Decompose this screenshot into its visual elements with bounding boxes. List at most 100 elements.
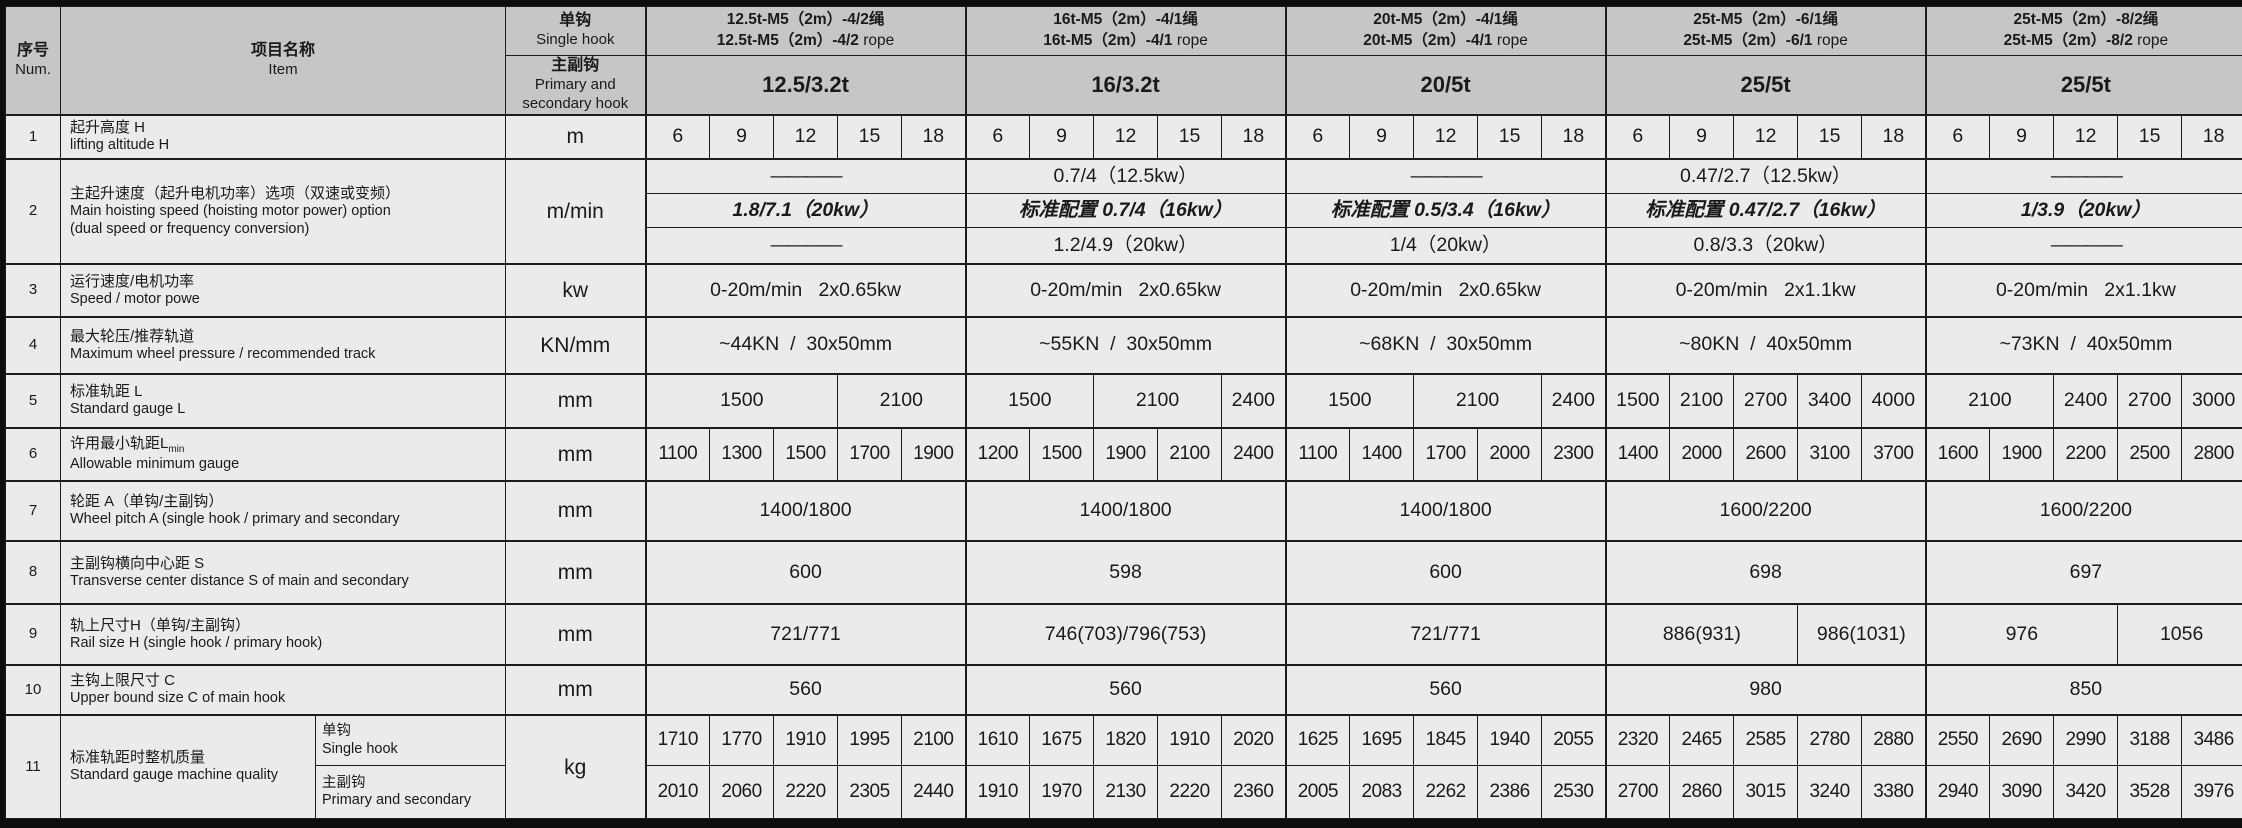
row-travel-speed: 3 运行速度/电机功率 Speed / motor powe kw 0-20m/m…: [5, 263, 2242, 318]
data-cell: 18: [1861, 113, 1927, 160]
data-cell: 3015: [1733, 765, 1799, 819]
row-number: 2: [5, 158, 61, 265]
data-cell: 2100: [1413, 372, 1543, 429]
data-cell: ~73KN / 40x50mm: [1924, 315, 2242, 375]
data-cell: 0-20m/min 2x0.65kw: [964, 263, 1287, 318]
data-cell: 2400: [1541, 372, 1607, 429]
data-cell: 6: [964, 113, 1031, 160]
data-cell: 986(1031): [1797, 603, 1927, 666]
model-header: 16t-M5（2m）-4/1绳 16t-M5（2m）-4/1 rope: [964, 6, 1287, 56]
model-header: 12.5t-M5（2m）-4/2绳 12.5t-M5（2m）-4/2 rope: [644, 6, 967, 56]
data-cell: 3090: [1989, 765, 2055, 819]
data-cell: 1.8/7.1（20kw）: [644, 193, 967, 229]
data-cell: 2600: [1733, 427, 1799, 482]
unit-label: mm: [505, 540, 647, 605]
data-cell: 2530: [1541, 765, 1607, 819]
data-cell: 1910: [1157, 714, 1223, 767]
data-cell: 2020: [1221, 714, 1287, 767]
data-cell: 12: [773, 113, 839, 160]
row-machine-weight-single: 11 标准轨距时整机质量 Standard gauge machine quali…: [5, 714, 2242, 820]
data-cell: 2010: [644, 765, 711, 819]
data-cell: 1820: [1093, 714, 1159, 767]
data-cell: 2000: [1477, 427, 1543, 482]
data-cell: 2780: [1797, 714, 1863, 767]
data-cell: 1970: [1029, 765, 1095, 819]
row-number: 9: [5, 603, 61, 666]
capacity-header: 25/5t: [1604, 54, 1927, 116]
data-cell: 721/771: [644, 603, 967, 666]
data-cell: 15: [837, 113, 903, 160]
row-minimum-gauge: 6 许用最小轨距Lmin Allowable minimum gauge mm 1…: [5, 427, 2242, 482]
model-zh: 20t-M5（2m）-4/1绳: [1373, 10, 1518, 28]
single-hook-zh: 单钩: [559, 12, 592, 30]
data-cell: 2220: [1157, 765, 1223, 819]
data-cell: 2386: [1477, 765, 1543, 819]
data-cell: 2400: [2053, 372, 2119, 429]
data-cell: 2700: [1733, 372, 1799, 429]
data-cell: 标准配置 0.5/3.4（16kw）: [1284, 193, 1607, 229]
data-cell: 980: [1604, 663, 1927, 716]
unit-label: KN/mm: [505, 315, 647, 375]
model-header: 25t-M5（2m）-8/2绳 25t-M5（2m）-8/2 rope: [1924, 6, 2242, 56]
data-cell: 1910: [773, 714, 839, 767]
data-cell: 1940: [1477, 714, 1543, 767]
data-cell: 0-20m/min 2x1.1kw: [1924, 263, 2242, 318]
unit-label: mm: [505, 479, 647, 542]
data-cell: ————: [1284, 158, 1607, 195]
data-cell: 0.8/3.3（20kw）: [1604, 227, 1927, 265]
model-zh: 25t-M5（2m）-6/1绳: [1693, 10, 1838, 28]
item-en: Transverse center distance S of main and…: [70, 573, 409, 589]
data-cell: 2990: [2053, 714, 2119, 767]
row-number: 7: [5, 479, 61, 542]
item-zh: 起升高度 H: [70, 119, 146, 137]
data-cell: 976: [1924, 603, 2119, 666]
col-header-num: 序号 Num.: [5, 5, 61, 116]
item-zh: 许用最小轨距L: [70, 435, 169, 453]
data-cell: 2262: [1413, 765, 1479, 819]
sub-item-dual-hook: 主副钩 Primary and secondary: [314, 765, 507, 819]
data-cell: 1610: [964, 714, 1031, 767]
data-cell: 3380: [1861, 765, 1927, 819]
data-cell: 600: [1284, 540, 1607, 605]
header-row-capacity: 主副钩 Primary and secondary hook 12.5/3.2t …: [6, 54, 2242, 116]
data-cell: 18: [1221, 113, 1287, 160]
unit-label: kg: [505, 714, 647, 820]
data-cell: 3100: [1797, 427, 1863, 482]
data-cell: 6: [1924, 113, 1991, 160]
unit-label: kw: [505, 263, 647, 318]
model-en: 20t-M5（2m）-4/1: [1363, 31, 1493, 49]
data-cell: 9: [1989, 113, 2055, 160]
data-cell: ————: [644, 227, 967, 265]
data-cell: 560: [644, 663, 967, 716]
data-cell: 1/4（20kw）: [1284, 227, 1607, 265]
data-cell: 1056: [2117, 603, 2242, 666]
data-cell: 6: [644, 113, 711, 160]
data-cell: 1710: [644, 714, 711, 767]
data-cell: 2305: [837, 765, 903, 819]
model-header: 25t-M5（2m）-6/1绳 25t-M5（2m）-6/1 rope: [1604, 6, 1927, 56]
data-cell: 2300: [1541, 427, 1607, 482]
row-upper-bound-size: 10 主钩上限尺寸 C Upper bound size C of main ho…: [5, 663, 2242, 716]
data-cell: 2690: [1989, 714, 2055, 767]
data-cell: 2130: [1093, 765, 1159, 819]
data-cell: ~44KN / 30x50mm: [644, 315, 967, 375]
data-cell: 1400: [1604, 427, 1671, 482]
data-cell: 3188: [2117, 714, 2183, 767]
model-en: 25t-M5（2m）-6/1: [1683, 31, 1813, 49]
data-cell: 1500: [1029, 427, 1095, 482]
data-cell: 18: [1541, 113, 1607, 160]
data-cell: 15: [1797, 113, 1863, 160]
data-cell: 3700: [1861, 427, 1927, 482]
item-en: Wheel pitch A (single hook / primary and…: [70, 511, 400, 528]
data-cell: 2360: [1221, 765, 1287, 819]
model-en: 12.5t-M5（2m）-4/2: [716, 31, 859, 49]
item-en: Standard gauge L: [70, 401, 186, 418]
data-cell: 2550: [1924, 714, 1991, 767]
row-number: 6: [5, 427, 61, 482]
data-cell: 3000: [2181, 372, 2242, 429]
data-cell: 3420: [2053, 765, 2119, 819]
data-cell: 1500: [644, 372, 839, 429]
data-cell: ~68KN / 30x50mm: [1284, 315, 1607, 375]
data-cell: ————: [644, 158, 967, 195]
